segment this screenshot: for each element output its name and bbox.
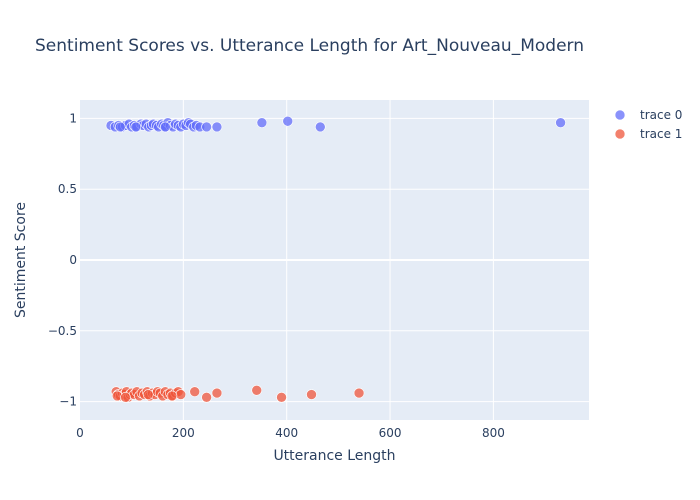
y-tick-label: −0.5 bbox=[48, 324, 77, 338]
data-point bbox=[120, 392, 131, 403]
data-point bbox=[115, 121, 126, 133]
data-point bbox=[201, 392, 212, 403]
series-0 bbox=[105, 115, 566, 133]
x-tick-label: 800 bbox=[482, 426, 505, 440]
data-points bbox=[105, 115, 566, 403]
x-tick-label: 400 bbox=[275, 426, 298, 440]
legend[interactable]: trace 0 trace 1 bbox=[614, 108, 682, 141]
x-tick-label: 600 bbox=[379, 426, 402, 440]
chart-title: Sentiment Scores vs. Utterance Length fo… bbox=[35, 36, 584, 56]
data-point bbox=[251, 384, 263, 396]
y-tick-label: 0 bbox=[69, 253, 77, 267]
data-point bbox=[166, 390, 178, 402]
data-point bbox=[189, 386, 201, 397]
series-1 bbox=[110, 384, 365, 403]
legend-label: trace 0 bbox=[640, 108, 682, 122]
data-point bbox=[211, 387, 223, 399]
data-point bbox=[159, 121, 171, 133]
legend-label: trace 1 bbox=[640, 127, 682, 141]
legend-item[interactable]: trace 1 bbox=[614, 127, 682, 141]
x-tick-label: 0 bbox=[76, 426, 84, 440]
data-point bbox=[256, 117, 268, 128]
data-point bbox=[175, 389, 187, 400]
legend-marker bbox=[614, 128, 626, 140]
y-tick-label: 0.5 bbox=[58, 182, 77, 196]
legend-item[interactable]: trace 0 bbox=[614, 108, 682, 122]
data-point bbox=[276, 392, 287, 403]
y-axis-title: Sentiment Score bbox=[13, 202, 29, 318]
y-tick-label: 1 bbox=[69, 111, 77, 125]
data-point bbox=[211, 121, 223, 133]
data-point bbox=[201, 121, 212, 133]
data-point bbox=[282, 115, 294, 127]
axis-ticks: 0 200 400 600 800 1 0.5 0 −0.5 −1 bbox=[48, 111, 505, 440]
data-point bbox=[130, 121, 142, 133]
grid-lines bbox=[80, 100, 589, 420]
data-point bbox=[314, 121, 326, 133]
data-point bbox=[555, 117, 566, 128]
legend-marker bbox=[614, 109, 626, 121]
data-point bbox=[353, 387, 365, 399]
x-tick-label: 200 bbox=[172, 426, 195, 440]
data-point bbox=[306, 389, 317, 400]
x-axis-title: Utterance Length bbox=[273, 448, 395, 464]
data-point bbox=[142, 389, 154, 400]
y-tick-label: −1 bbox=[59, 395, 77, 409]
